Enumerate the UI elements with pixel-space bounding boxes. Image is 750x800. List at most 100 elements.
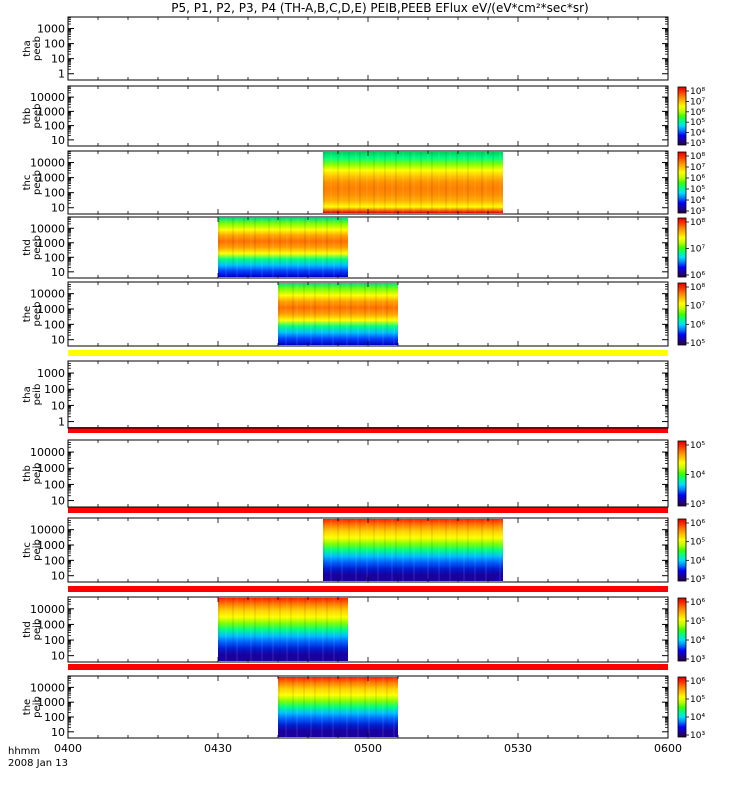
panel-thc-peeb-texture-stripe <box>481 152 483 213</box>
panel-the-peeb-texture-stripe <box>357 283 359 345</box>
panel-thc-peib-texture-stripe <box>438 519 440 581</box>
panel-thc-peeb-texture-stripe <box>431 152 433 213</box>
x-tick-label: 0600 <box>654 742 682 755</box>
panel-thc-peib-texture-stripe <box>348 519 350 581</box>
panel-thc-peeb-colorbar-label: 10⁵ <box>690 185 705 195</box>
panel-thb-peeb-ytick-label: 10 <box>51 134 65 147</box>
panel-thc-peib-texture-stripe <box>359 519 361 581</box>
panel-thc-peeb-colorbar-label: 10⁸ <box>690 152 705 162</box>
panel-thb-peeb-ylabel-product: peeb <box>32 104 43 129</box>
panel-the-peib-texture-stripe <box>364 677 366 737</box>
panel-tha-peeb-ytick-label: 10 <box>51 53 65 66</box>
panel-the-peeb: 10 100 1000 10000 the peeb 10⁵ 10⁶ 10⁷ 10⁸ <box>22 281 705 349</box>
panel-thd-peib-texture-stripe <box>218 598 220 661</box>
panel-thc-peeb-texture-stripe <box>341 152 343 213</box>
panel-tha-peeb: 1 10 100 1000 tha peeb <box>22 16 669 81</box>
panel-thc-peib-texture-stripe <box>474 519 476 581</box>
panel-thb-peeb-colorbar-label: 10⁷ <box>690 97 705 107</box>
panel-thb-peib-frame <box>67 439 669 508</box>
panel-the-peib-texture-stripe <box>303 677 305 737</box>
panel-thd-peeb-texture-stripe <box>218 218 220 277</box>
panel-thd-peeb-texture-stripe <box>268 218 270 277</box>
panel-thd-peib-texture-stripe <box>322 598 324 661</box>
panel-thc-peeb-texture-stripe <box>402 152 404 213</box>
panel-thc-peib-colorbar-label: 10⁵ <box>690 538 705 548</box>
panel-thc-peeb-texture-stripe <box>337 152 339 213</box>
panel-the-peib-texture-stripe <box>393 677 395 737</box>
x-axis: hhmm 2008 Jan 13 0400 0430 0500 0530 0600 <box>8 742 682 769</box>
panel-thc-peib-colorbar-label: 10³ <box>690 575 705 585</box>
panel-thd-peib-texture-stripe <box>250 598 252 661</box>
panel-thd-peeb-ylabel-probe: thd <box>22 239 33 256</box>
panel-tha-peib-frame <box>67 360 669 429</box>
panel-the-peib-colorbar-label: 10³ <box>690 731 705 741</box>
panel-thc-peeb-texture-stripe <box>373 152 375 213</box>
panel-the-peeb-texture-stripe <box>285 283 287 345</box>
panel-thd-peib-ylabel-product: peib <box>32 619 43 641</box>
panel-thb-peeb-colorbar-label: 10³ <box>690 139 705 149</box>
panel-tha-peeb-ylabel-probe: tha <box>22 40 33 56</box>
panel-the-peeb-texture-stripe <box>292 283 294 345</box>
panel-thc-peib-texture-stripe <box>323 519 325 581</box>
panel-thb-peib-ylabel-probe: thb <box>22 465 33 482</box>
panel-thc-peeb-ytick-label: 10 <box>51 202 65 215</box>
panel-the-peeb-colorbar-label: 10⁸ <box>690 283 705 293</box>
panel-the-peib-texture-stripe <box>285 677 287 737</box>
panel-thd-peib-texture-stripe <box>225 598 227 661</box>
panel-the-peeb-texture-stripe <box>386 283 388 345</box>
separator-red-1 <box>68 427 668 433</box>
panel-thc-peib-colorbar-label: 10⁴ <box>690 556 705 566</box>
panel-thc-peeb-texture-stripe <box>395 152 397 213</box>
panel-thb-peeb-colorbar <box>677 86 687 146</box>
panel-thd-peib-texture-stripe <box>286 598 288 661</box>
panel-thc-peeb-texture-stripe <box>463 152 465 213</box>
panel-thd-peib-colorbar-label: 10³ <box>690 655 705 665</box>
panel-thd-peeb-ytick-label: 100 <box>44 251 65 264</box>
panel-thc-peib-texture-stripe <box>373 519 375 581</box>
panel-thd-peeb-texture-stripe <box>297 218 299 277</box>
panel-thc-peeb-texture-stripe <box>359 152 361 213</box>
panel-thc-peib-ytick-label: 10 <box>51 570 65 583</box>
panel-thd-peeb-texture-stripe <box>326 218 328 277</box>
panel-thc-peib-texture-stripe <box>341 519 343 581</box>
panel-thc-peib-texture-stripe <box>420 519 422 581</box>
x-tick-label: 0530 <box>504 742 532 755</box>
panel-thd-peeb-texture-stripe <box>308 218 310 277</box>
panel-the-peeb-texture-stripe <box>296 283 298 345</box>
panel-thb-peib-colorbar-label: 10⁴ <box>690 471 705 481</box>
panel-the-peib-colorbar <box>677 676 687 738</box>
panel-thc-peib-texture-stripe <box>391 519 393 581</box>
panel-thb-peib-ytick-label: 10000 <box>30 446 65 459</box>
panel-the-peib-texture-stripe <box>328 677 330 737</box>
panel-the-peeb-colorbar <box>677 282 687 346</box>
panel-thc-peib-texture-stripe <box>427 519 429 581</box>
panel-thb-peeb-ytick-label: 10000 <box>30 91 65 104</box>
panel-thc-peib-ytick-label: 100 <box>44 554 65 567</box>
x-axis-label-hhmm: hhmm <box>8 746 40 757</box>
panel-thd-peib-texture-stripe <box>315 598 317 661</box>
panel-the-peib-texture-stripe <box>382 677 384 737</box>
panel-thc-peeb-texture-stripe <box>377 152 379 213</box>
panel-thc-peib-texture-stripe <box>355 519 357 581</box>
panel-the-peib-texture-stripe <box>278 677 280 737</box>
panel-the-peib-texture-stripe <box>321 677 323 737</box>
panel-thc-peib-texture-stripe <box>463 519 465 581</box>
panel-thd-peeb-colorbar-label: 10⁷ <box>690 245 705 255</box>
panel-thd-peib-colorbar-label: 10⁶ <box>690 598 705 608</box>
panel-thc-peib-texture-stripe <box>409 519 411 581</box>
panel-thd-peib-ytick-label: 100 <box>44 634 65 647</box>
panel-the-peeb-texture-stripe <box>382 283 384 345</box>
separator-red-2 <box>68 507 668 513</box>
panel-thc-peib-texture-stripe <box>395 519 397 581</box>
panel-thd-peeb-ylabel-product: peeb <box>32 235 43 260</box>
panel-thd-peib-colorbar-label: 10⁵ <box>690 617 705 627</box>
panel-thc-peeb-texture-stripe <box>348 152 350 213</box>
panel-the-peib-texture-stripe <box>332 677 334 737</box>
x-tick-label: 0500 <box>354 742 382 755</box>
panel-thd-peib-texture-stripe <box>297 598 299 661</box>
panel-thd-peeb-texture-stripe <box>261 218 263 277</box>
panel-thc-peib-texture-stripe <box>485 519 487 581</box>
panel-the-peeb-texture-stripe <box>350 283 352 345</box>
